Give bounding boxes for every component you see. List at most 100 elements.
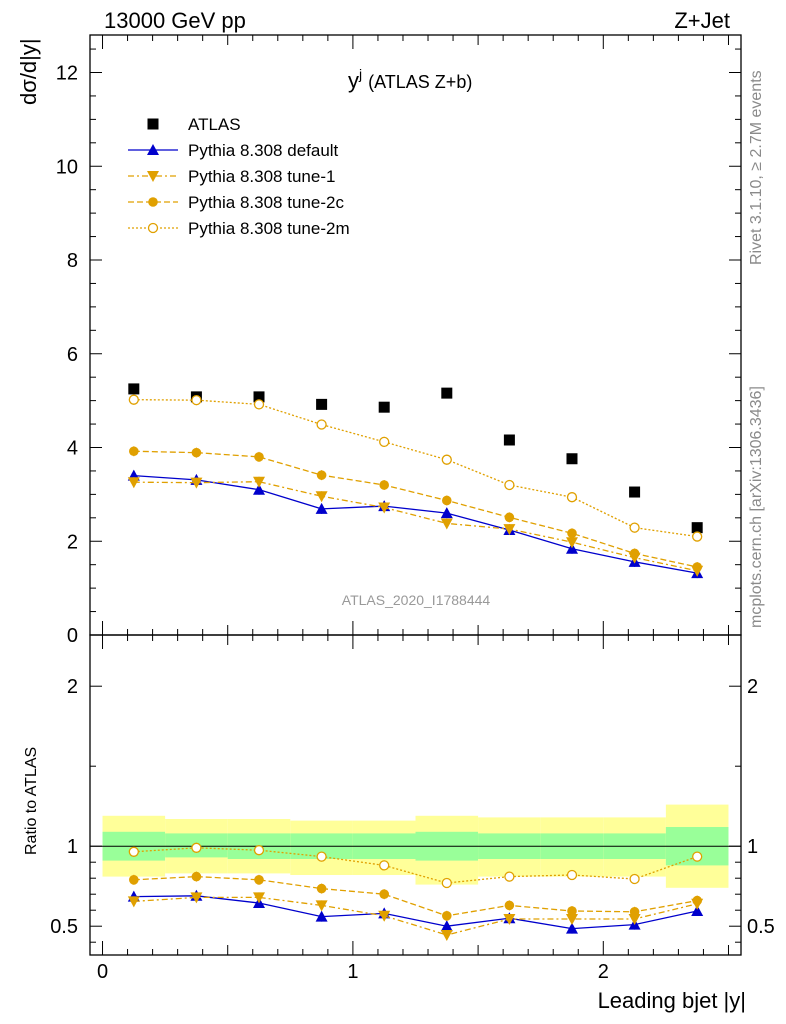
y-tick-label: 12	[56, 63, 78, 85]
data-point-tune2m	[504, 479, 515, 491]
data-point-atlas	[128, 383, 140, 395]
data-point-tune2m	[379, 436, 390, 448]
data-point-tune2m	[441, 877, 452, 889]
data-point-tune2m	[692, 531, 703, 542]
legend-label-tune2c: Pythia 8.308 tune-2c	[188, 193, 344, 212]
data-point-tune2m	[566, 869, 578, 881]
data-point-tune2m	[253, 845, 265, 856]
data-point-tune1	[190, 892, 203, 904]
series-default	[127, 469, 704, 579]
legend-marker-tune1	[147, 171, 159, 182]
series-line	[133, 481, 698, 572]
y-tick-label: 10	[56, 156, 78, 178]
data-point-tune2m	[441, 454, 452, 465]
plot-frame	[89, 634, 742, 956]
data-point-tune2c	[379, 889, 390, 899]
data-point-tune2c	[567, 906, 577, 916]
data-point-atlas	[316, 398, 328, 410]
y-tick-label: 6	[67, 344, 78, 366]
data-point-tune2m	[379, 860, 390, 871]
data-point-tune2m	[128, 394, 139, 405]
series-tune2m	[128, 394, 703, 542]
x-tick-label: 0	[97, 961, 108, 983]
legend-label-default: Pythia 8.308 default	[188, 141, 339, 160]
legend-label-tune1: Pythia 8.308 tune-1	[188, 167, 335, 186]
ratio-plot-axes: 0.5 0.5 1 1 2 2 0 1 2	[50, 634, 775, 983]
legend-marker-tune2m	[147, 222, 159, 234]
data-point-default	[440, 920, 453, 932]
series-line	[133, 450, 698, 568]
data-point-tune1	[503, 914, 516, 925]
mcplots-reference: mcplots.cern.ch [arXiv:1306.3436]	[748, 386, 765, 628]
data-point-default	[565, 922, 578, 934]
process-label: Z+Jet	[674, 8, 730, 33]
data-point-default	[565, 542, 578, 554]
data-point-tune2c	[629, 548, 640, 559]
x-axis-label: Leading bjet |y|	[598, 988, 746, 1013]
data-point-tune2c	[441, 495, 452, 506]
data-point-tune1	[127, 896, 140, 908]
legend: ATLAS Pythia 8.308 default Pythia 8.308 tu…	[128, 115, 350, 238]
data-point-tune1	[565, 537, 578, 549]
data-point-default	[315, 910, 328, 922]
plot-title: yj (ATLAS Z+b)	[348, 66, 472, 93]
data-point-tune2c	[191, 871, 202, 882]
data-point-default	[691, 905, 704, 916]
analysis-id: ATLAS_2020_I1788444	[342, 592, 491, 608]
ratio-y-axis-label: Ratio to ATLAS	[23, 747, 40, 855]
data-point-tune2c	[254, 875, 264, 885]
series-line	[133, 896, 698, 936]
legend-marker-tune2c	[148, 197, 158, 207]
plot-title-sub: (ATLAS Z+b)	[368, 72, 472, 92]
data-point-tune1	[315, 900, 328, 912]
data-point-tune1	[253, 892, 266, 904]
data-point-tune2m	[629, 522, 640, 533]
data-point-tune1	[565, 914, 578, 925]
data-point-tune2c	[129, 875, 139, 885]
y-tick-label: 1	[67, 836, 78, 858]
data-point-atlas	[629, 486, 641, 498]
data-point-tune2m	[191, 842, 202, 853]
data-point-tune2m	[504, 871, 515, 882]
data-point-tune1	[503, 524, 516, 536]
data-point-default	[253, 483, 266, 495]
data-point-atlas	[378, 401, 390, 413]
legend-label-atlas: ATLAS	[188, 115, 241, 134]
data-point-atlas	[441, 387, 453, 399]
rivet-version: Rivet 3.1.10, ≥ 2.7M events	[748, 70, 765, 265]
data-point-tune1	[440, 518, 453, 530]
legend-marker-default	[147, 144, 159, 155]
data-point-tune1	[628, 914, 641, 925]
data-point-atlas	[253, 391, 265, 403]
data-point-tune2c	[129, 446, 139, 457]
data-point-tune1	[190, 477, 203, 489]
data-point-tune2c	[441, 911, 452, 921]
data-point-tune2c	[692, 895, 702, 906]
data-point-tune2m	[316, 851, 327, 862]
data-point-tune2m	[566, 492, 578, 503]
data-point-tune1	[378, 502, 391, 514]
plot-title-sup: j	[358, 66, 362, 82]
data-point-tune2m	[629, 873, 640, 885]
y-tick-label: 2	[67, 531, 78, 553]
data-point-tune1	[378, 910, 391, 922]
data-point-tune2c	[316, 470, 327, 480]
data-point-atlas	[691, 522, 703, 534]
series-line	[133, 895, 698, 930]
data-point-tune1	[440, 930, 453, 941]
data-point-tune2c	[567, 528, 577, 539]
x-tick-label: 2	[598, 961, 609, 983]
plot-title-main: y	[348, 68, 359, 93]
energy-label: 13000 GeV pp	[104, 8, 246, 33]
series-line	[133, 399, 698, 538]
y-tick-label: 0.5	[50, 916, 78, 938]
data-point-tune1	[315, 491, 328, 503]
data-point-tune2m	[191, 395, 202, 406]
data-point-default	[440, 507, 453, 519]
data-point-tune2c	[316, 883, 327, 894]
legend-label-tune2m: Pythia 8.308 tune-2m	[188, 219, 350, 238]
y-tick-label-right: 0.5	[747, 916, 775, 938]
y-tick-label-right: 2	[747, 676, 758, 698]
y-tick-label: 4	[67, 438, 78, 460]
